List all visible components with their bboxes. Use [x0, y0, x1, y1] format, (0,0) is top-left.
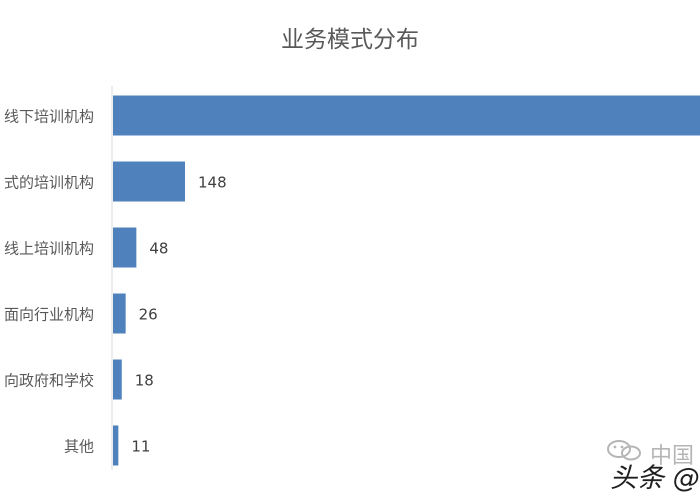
bar [113, 161, 186, 202]
chart-title: 业务模式分布 [281, 27, 419, 53]
category-label: 其他 [64, 438, 94, 456]
bar [113, 359, 122, 400]
data-label: 11 [131, 438, 150, 456]
category-label: 面向行业机构 [4, 306, 94, 324]
bar [113, 425, 119, 466]
bar [113, 293, 126, 334]
bar [113, 95, 700, 136]
data-label: 26 [139, 306, 158, 324]
category-label: 向政府和学校 [4, 372, 94, 390]
bar [113, 227, 137, 268]
data-label: 48 [149, 240, 168, 258]
category-label: 线上培训机构 [4, 240, 94, 258]
category-label: 式的培训机构 [4, 174, 94, 192]
category-label: 线下培训机构 [4, 108, 94, 126]
bars [113, 95, 700, 466]
data-labels: 148 48 26 18 11 [131, 174, 226, 456]
data-label: 18 [135, 372, 154, 390]
data-label: 148 [198, 174, 227, 192]
